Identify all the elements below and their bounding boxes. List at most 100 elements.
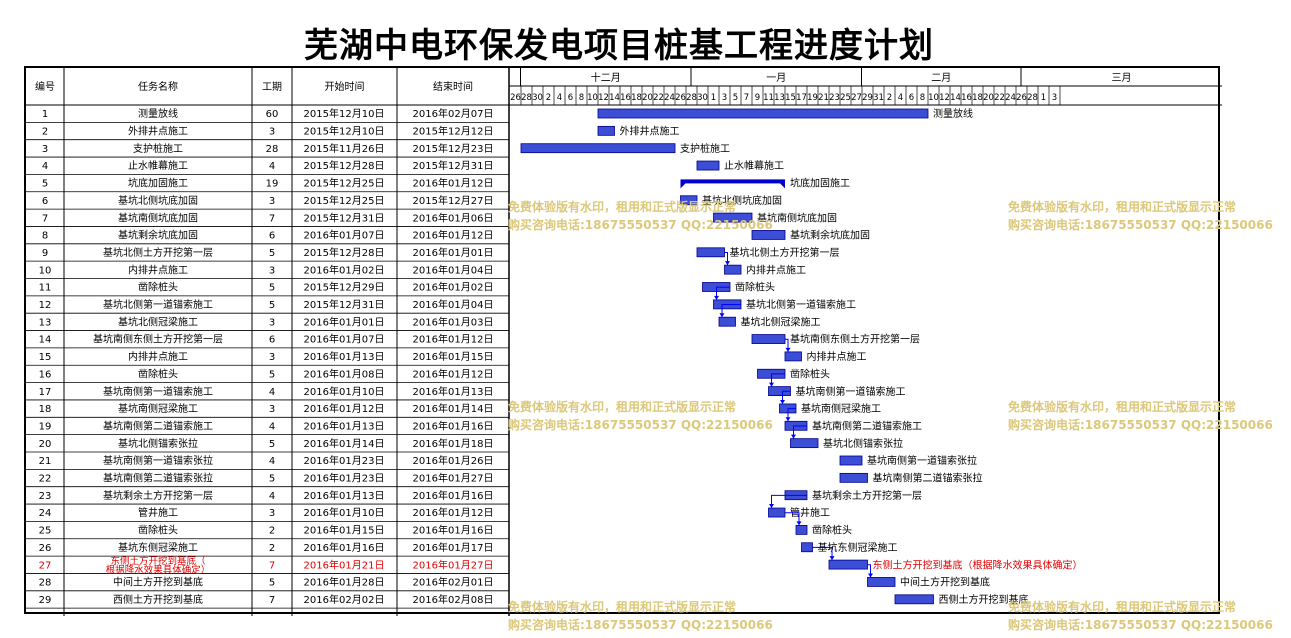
task-name: 中间土方开挖到基底	[113, 576, 203, 589]
day-label: 25	[840, 93, 851, 103]
column-header: 工期	[262, 81, 282, 93]
task-duration: 3	[269, 352, 275, 363]
task-name: 内排井点施工	[128, 350, 188, 363]
task-bar[interactable]	[724, 264, 742, 275]
task-end: 2016年01月16日	[413, 524, 494, 537]
day-label: 5	[733, 93, 738, 103]
task-end: 2016年01月12日	[413, 229, 494, 242]
day-label: 28	[521, 93, 532, 103]
day-label: 16	[961, 93, 972, 103]
row-id: 10	[39, 265, 52, 276]
task-end: 2016年01月04日	[413, 298, 494, 311]
month-label: 十二月	[591, 71, 621, 84]
task-bar[interactable]	[790, 438, 819, 449]
task-bar[interactable]	[839, 455, 863, 466]
task-duration: 5	[269, 300, 275, 311]
task-bar[interactable]	[696, 160, 720, 171]
day-label: 24	[664, 93, 675, 103]
task-bar[interactable]	[713, 212, 753, 223]
task-start: 2016年01月07日	[304, 333, 385, 346]
task-start: 2015年12月25日	[304, 177, 385, 190]
task-start: 2015年12月10日	[304, 125, 385, 138]
dependency-link	[793, 425, 807, 439]
task-start: 2015年12月10日	[304, 107, 385, 120]
task-bar[interactable]	[680, 195, 698, 206]
dependency-arrow	[785, 347, 791, 352]
day-label: 3	[722, 93, 727, 103]
day-label: 21	[818, 93, 829, 103]
task-start: 2016年01月10日	[304, 506, 385, 519]
summary-bar[interactable]	[680, 179, 786, 184]
row-id: 28	[39, 578, 52, 589]
bar-label: 中间土方开挖到基底	[900, 576, 990, 589]
task-duration: 5	[269, 439, 275, 450]
task-bar[interactable]	[751, 230, 786, 240]
task-duration: 28	[266, 144, 279, 155]
task-start: 2015年12月25日	[304, 194, 385, 207]
task-duration: 6	[269, 335, 275, 346]
task-bar[interactable]	[894, 594, 934, 605]
task-end: 2016年01月26日	[413, 454, 494, 467]
task-duration: 6	[269, 231, 275, 242]
row-id: 7	[42, 213, 48, 224]
task-bar[interactable]	[801, 542, 813, 553]
day-label: 6	[568, 93, 573, 103]
task-bar[interactable]	[696, 247, 725, 258]
bar-label: 坑底加固施工	[790, 177, 850, 190]
dependency-link	[812, 546, 833, 561]
task-bar[interactable]	[597, 125, 615, 136]
task-name: 内排井点施工	[128, 263, 188, 276]
row-id: 11	[39, 283, 52, 294]
dependency-link	[787, 408, 796, 422]
task-end: 2016年01月02日	[413, 281, 494, 294]
task-bar[interactable]	[795, 524, 808, 535]
task-name: 止水帷幕施工	[128, 159, 188, 172]
dependency-link	[724, 251, 728, 266]
task-name: 基坑南侧第二道锚索施工	[103, 419, 213, 432]
day-label: 4	[557, 93, 562, 103]
dependency-link	[785, 338, 789, 352]
day-label: 1	[711, 93, 716, 103]
bar-label: 基坑南侧冠梁施工	[801, 402, 881, 415]
task-bar[interactable]	[597, 108, 929, 119]
column-header: 结束时间	[433, 80, 473, 93]
task-bar[interactable]	[839, 472, 868, 483]
task-bar[interactable]	[768, 507, 786, 518]
row-id: 20	[39, 439, 52, 450]
day-label: 26	[675, 93, 686, 103]
bar-label: 止水帷幕施工	[724, 159, 784, 172]
bar-label: 基坑东侧冠梁施工	[818, 541, 898, 554]
task-bar[interactable]	[520, 143, 676, 154]
bar-label: 内排井点施工	[807, 350, 867, 363]
task-name: 管井施工	[138, 506, 178, 519]
row-id: 19	[39, 421, 52, 432]
task-bar[interactable]	[718, 316, 736, 327]
day-label: 31	[873, 93, 884, 103]
task-name: 基坑南侧第二道锚索张拉	[103, 472, 213, 485]
task-bar[interactable]	[751, 334, 786, 344]
row-id: 17	[39, 387, 52, 398]
dependency-arrow	[796, 521, 802, 526]
task-bar[interactable]	[828, 559, 868, 570]
row-id: 8	[42, 231, 48, 242]
task-bar[interactable]	[784, 351, 802, 362]
bar-label: 基坑南侧第二道锚索施工	[812, 419, 922, 432]
task-bar[interactable]	[867, 577, 896, 587]
task-start: 2016年01月21日	[304, 558, 385, 571]
dependency-arrow	[769, 382, 774, 387]
day-label: 20	[642, 93, 653, 103]
dependency-arrow	[791, 434, 796, 439]
task-end: 2016年01月06日	[413, 211, 494, 224]
row-id: 18	[39, 404, 52, 415]
day-label: 12	[598, 93, 609, 103]
dependency-arrow	[714, 295, 719, 300]
row-id: 25	[39, 526, 52, 537]
task-start: 2015年12月31日	[304, 298, 385, 311]
task-name: 测量放线	[138, 107, 178, 120]
day-label: 16	[620, 93, 631, 103]
task-duration: 4	[269, 161, 275, 172]
bar-label: 西侧土方开挖到基底	[939, 593, 1029, 606]
month-label: 二月	[931, 72, 951, 84]
bar-label: 基坑北侧锚索张拉	[823, 437, 903, 450]
